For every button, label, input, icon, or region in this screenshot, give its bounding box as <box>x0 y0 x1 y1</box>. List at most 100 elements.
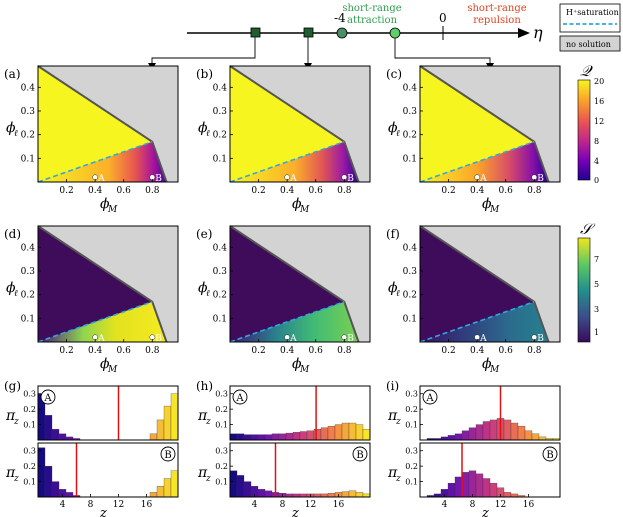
hist-bar <box>306 430 315 441</box>
y-tick-label: 0.1 <box>213 314 227 324</box>
hist-bar <box>348 490 357 498</box>
y-tick-label: 0.1 <box>215 421 228 430</box>
y-axis-label-sub: z <box>205 474 211 484</box>
colorbar-q-tick-12: 12 <box>594 117 604 126</box>
point-b-label: B <box>347 174 354 184</box>
colorbar-q-label: 𝒬 <box>580 62 593 80</box>
hist-bar <box>510 422 519 441</box>
y-tick-label: 0.3 <box>21 107 36 117</box>
panel-letter: (f) <box>386 227 400 241</box>
x-tick-label: 0.8 <box>337 346 352 356</box>
colorbar-s-tick-7: 7 <box>594 255 599 264</box>
y-tick-label: 0.2 <box>213 291 227 301</box>
mark-b-label: B <box>164 450 171 461</box>
hist-bar <box>362 429 371 441</box>
y-tick-label: 0.3 <box>403 107 418 117</box>
saturation-line <box>37 301 153 343</box>
panel-letter: (b) <box>196 67 213 81</box>
hist-bar <box>447 435 456 441</box>
y-tick-label: 0.2 <box>23 405 36 414</box>
panel-letter: (e) <box>196 227 212 241</box>
y-axis-label: ϕ <box>6 280 16 296</box>
y-axis-label: π <box>387 465 398 481</box>
arrow-to-panel-a <box>151 37 256 66</box>
hist-bar <box>257 434 266 441</box>
y-tick-label: 0.1 <box>23 478 36 487</box>
histogram-i-a: 0.1 0.2 0.3 Aπz <box>387 385 561 441</box>
x-tick-label: 4 <box>60 500 66 510</box>
hist-bar <box>503 492 512 498</box>
hist-bar <box>51 481 60 498</box>
panel-frame <box>419 225 561 343</box>
hist-bar <box>334 424 343 441</box>
x-tick-label: 12 <box>495 500 506 510</box>
y-axis-label-sub: z <box>13 474 19 484</box>
y-axis-label-sub: z <box>205 417 211 427</box>
y-tick-label: 0.4 <box>21 83 36 93</box>
hist-bar <box>341 491 350 498</box>
x-tick-label: 0.6 <box>499 186 514 196</box>
histogram-h-a: 0.1 0.2 0.3 Aπz <box>197 385 371 441</box>
below-saturation-region <box>420 141 549 182</box>
hist-bar <box>170 393 179 441</box>
y-tick-label: 0.2 <box>21 131 35 141</box>
hist-bar <box>475 424 484 441</box>
y-axis-label: π <box>387 408 398 424</box>
hist-bar <box>285 432 294 441</box>
hist-bar <box>482 478 491 498</box>
legend-saturation-label: H⁺saturation <box>566 8 619 17</box>
y-tick-label: 0.3 <box>215 447 228 456</box>
hist-frame <box>229 442 371 498</box>
x-tick-label: 0.6 <box>117 186 132 196</box>
point-b-label: B <box>155 174 162 184</box>
y-tick-label: 0.3 <box>21 267 36 277</box>
y-axis-label-sub: ℓ <box>14 289 18 299</box>
x-tick-label: 0.6 <box>309 346 324 356</box>
y-tick-label: 0.4 <box>213 83 228 93</box>
hist-bar <box>170 470 179 498</box>
point-a-label: A <box>479 334 487 344</box>
hist-bar <box>475 473 484 498</box>
hist-bar <box>278 433 287 441</box>
hist-bar <box>236 475 245 498</box>
hist-bar <box>264 490 273 498</box>
x-tick-label: 0.6 <box>499 346 514 356</box>
x-tick-label: 16 <box>141 500 153 510</box>
hist-bar <box>327 425 336 441</box>
y-axis-label: π <box>5 408 16 424</box>
y-tick-label: 0.1 <box>405 421 418 430</box>
hist-bar <box>517 425 526 441</box>
colorbar-s-tick-5: 5 <box>594 280 599 289</box>
x-tick-label: 0.2 <box>441 186 455 196</box>
hist-bar <box>454 476 463 498</box>
eta-marker-square-b <box>303 27 314 38</box>
x-tick-label: 0.4 <box>88 346 103 356</box>
hist-panel-letter-h: (h) <box>196 379 213 393</box>
hist-bar <box>58 433 67 441</box>
y-tick-label: 0.4 <box>21 243 36 253</box>
y-tick-label: 0.1 <box>23 421 36 430</box>
point-b-label: B <box>155 334 162 344</box>
colorbar-s-tick-3: 3 <box>594 305 599 314</box>
point-a-label: A <box>289 174 297 184</box>
y-axis-label: ϕ <box>388 120 398 136</box>
eta-axis-arrowhead <box>518 28 530 38</box>
x-axis-label: ϕ <box>100 196 110 212</box>
attraction-label-line1: short-range <box>342 3 401 14</box>
y-axis-label: ϕ <box>198 280 208 296</box>
y-axis-label: π <box>197 408 208 424</box>
x-tick-label: 0.4 <box>470 186 485 196</box>
hist-bar <box>489 419 498 441</box>
panel-frame <box>419 65 561 183</box>
point-a-label: A <box>97 334 105 344</box>
hist-bar <box>236 433 245 441</box>
hist-bar <box>37 447 46 498</box>
attraction-label-line2: attraction <box>347 15 398 26</box>
hist-bar <box>320 427 329 441</box>
x-tick-label: 4 <box>442 500 448 510</box>
colorbar-s: 𝒮 7 5 3 1 <box>577 220 599 343</box>
hist-bar <box>149 492 158 498</box>
x-axis-label: ϕ <box>482 356 492 372</box>
